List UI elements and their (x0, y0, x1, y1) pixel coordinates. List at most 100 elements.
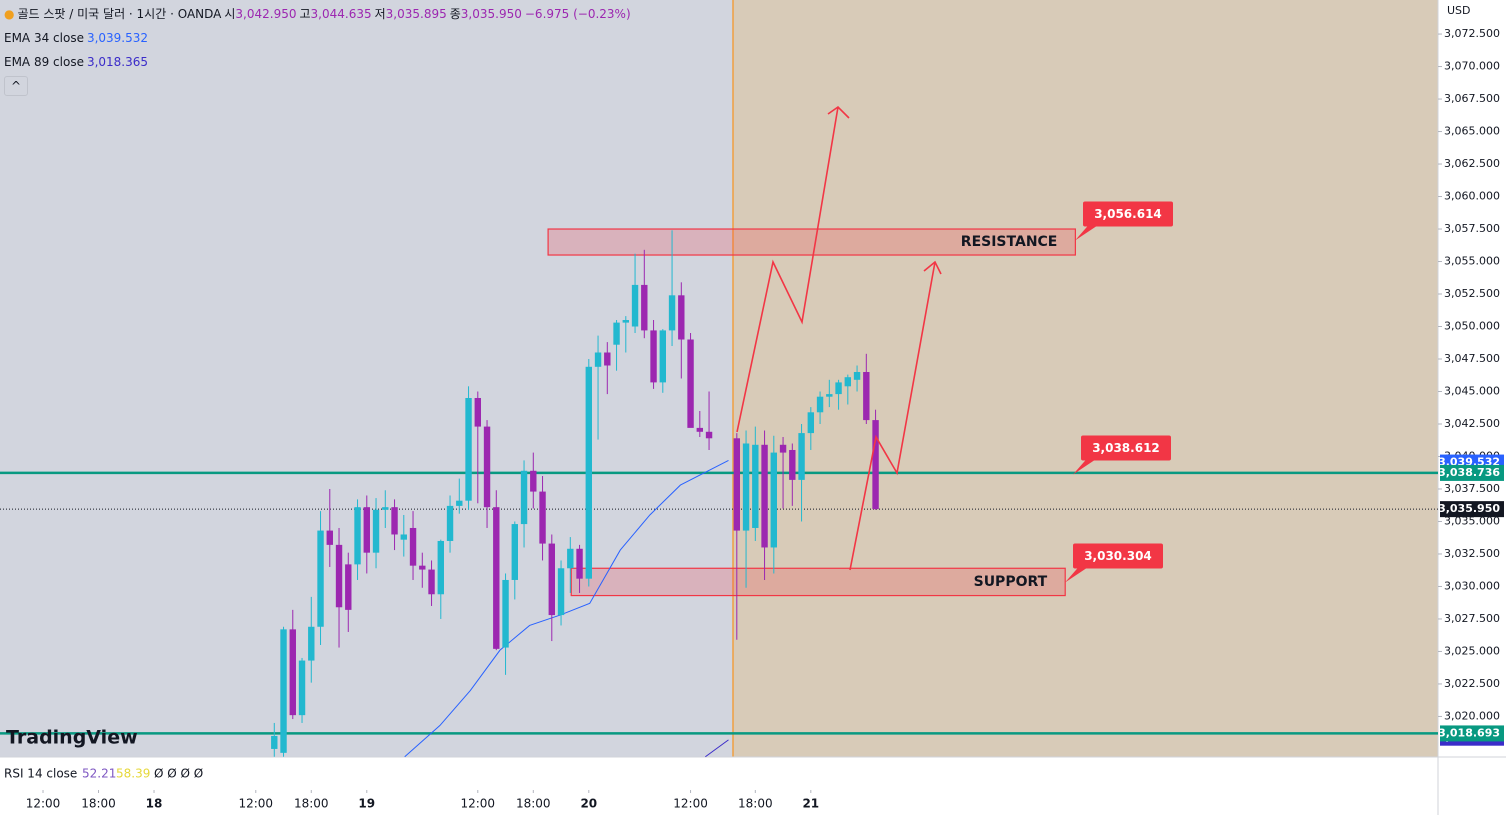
candle-body (539, 491, 546, 544)
arrow-path (736, 106, 839, 433)
candle-body (733, 438, 741, 531)
ohlc-value: 3,035.895 (385, 7, 447, 21)
candle-body (742, 443, 750, 531)
candle-body (548, 543, 555, 616)
arrow-head (827, 105, 850, 119)
ema-name: EMA 89 close (4, 55, 84, 69)
y-tick-label: 3,042.500 (1444, 417, 1500, 430)
rsi-value: 58.39 (116, 767, 150, 781)
ohlc-key: 종 (449, 7, 461, 21)
candle-body (770, 452, 778, 548)
candle-body (789, 449, 796, 480)
y-tick-label: 3,045.000 (1444, 384, 1500, 397)
candle-body (872, 420, 879, 510)
price-label: 3,018.693 (1438, 726, 1500, 739)
ema-legend-row: EMA 34 close 3,039.532 (4, 26, 634, 50)
y-tick-label: 3,055.000 (1444, 255, 1500, 268)
callout-label: 3,030.304 (1084, 549, 1152, 563)
candle-body (520, 470, 528, 525)
candle-body (816, 396, 824, 413)
candle-body (456, 500, 463, 506)
callout-label: 3,056.614 (1094, 207, 1162, 221)
candle-body (271, 735, 278, 749)
candle-body (382, 507, 389, 510)
time-axis-bg (0, 757, 1438, 815)
ohlc-value: 3,044.635 (310, 7, 372, 21)
candle-body (594, 352, 602, 367)
header-row: ● 골드 스팟 / 미국 달러 · 1시간 · OANDA 시3,042.950 고3… (4, 2, 634, 26)
price-axis-bg (1438, 0, 1506, 815)
price-label: 3,038.736 (1438, 466, 1500, 479)
y-tick-label: 3,060.000 (1444, 190, 1500, 203)
y-tick-label: 3,050.000 (1444, 320, 1500, 333)
layers: RESISTANCE SUPPORT 3,056.614 3,038.612 3,030… (0, 27, 1504, 811)
callout-box (1083, 201, 1173, 227)
candle-body (446, 505, 454, 541)
candle-body (363, 507, 370, 553)
y-tick-label: 3,027.500 (1444, 612, 1500, 625)
candle-body (798, 433, 805, 480)
arrow-path (849, 261, 936, 571)
candle-body (659, 330, 667, 383)
collapse-button[interactable]: ^ (4, 76, 28, 96)
y-tick-label: 3,065.000 (1444, 125, 1500, 138)
candle-body (280, 629, 287, 753)
x-tick-label: 12:00 (673, 797, 708, 811)
zone-label: SUPPORT (974, 574, 1048, 590)
candle-body (326, 530, 333, 545)
x-tick-label: 18:00 (294, 797, 329, 811)
y-tick-label: 3,067.500 (1444, 92, 1500, 105)
candle-body (335, 544, 343, 608)
candle-body (678, 295, 685, 340)
price-label-bg (1440, 464, 1504, 481)
candle-body (576, 548, 583, 579)
x-tick-label: 19 (358, 797, 375, 811)
watermark: TradingView (6, 727, 138, 749)
candle-body (317, 530, 324, 627)
x-tick-label: 18:00 (81, 797, 116, 811)
ema-line (705, 739, 729, 758)
candle-body (437, 540, 444, 595)
candle-body (502, 579, 509, 648)
ema-line (404, 459, 729, 758)
drawing-arrows (736, 105, 942, 571)
ohlc-key: 저 (374, 7, 386, 21)
candle-body (419, 565, 426, 570)
candle-body (641, 284, 648, 331)
candle-body (354, 507, 361, 565)
candle-body (752, 444, 759, 528)
candle-body (779, 444, 787, 453)
callout-box (1073, 543, 1163, 569)
candle-body (631, 284, 639, 327)
candle-body (511, 524, 518, 580)
zone-label: RESISTANCE (961, 234, 1058, 250)
ema-value: 3,018.365 (86, 55, 149, 69)
symbol-title: 골드 스팟 / 미국 달러 · 1시간 · OANDA (17, 7, 222, 21)
rsi-name: RSI 14 close (4, 767, 77, 781)
zone (570, 567, 1066, 597)
ohlc-value: 3,042.950 (235, 7, 297, 21)
candle-body (308, 626, 315, 661)
rsi-extra: Ø Ø Ø Ø (154, 767, 203, 781)
x-tick-label: 20 (580, 797, 597, 811)
y-tick-label: 3,037.500 (1444, 482, 1500, 495)
ohlc-key: 고 (299, 7, 311, 21)
x-tick-label: 12:00 (460, 797, 495, 811)
symbol-icon: ● (4, 7, 15, 21)
candle-body (668, 295, 676, 331)
rsi-value: 52.21 (82, 767, 116, 781)
candle-body (391, 507, 398, 535)
y-tick-label: 3,072.500 (1444, 27, 1500, 40)
x-tick-label: 12:00 (26, 797, 61, 811)
y-tick-label: 3,052.500 (1444, 287, 1500, 300)
y-tick-label: 3,022.500 (1444, 677, 1500, 690)
candle-body (604, 352, 611, 366)
y-tick-label: 3,070.000 (1444, 60, 1500, 73)
y-tick-label: 3,030.000 (1444, 579, 1500, 592)
callout-pointer (1073, 458, 1097, 475)
candle-body (807, 412, 815, 434)
candle-body (622, 320, 630, 323)
x-tick-label: 18:00 (738, 797, 773, 811)
candle-body (567, 548, 574, 569)
